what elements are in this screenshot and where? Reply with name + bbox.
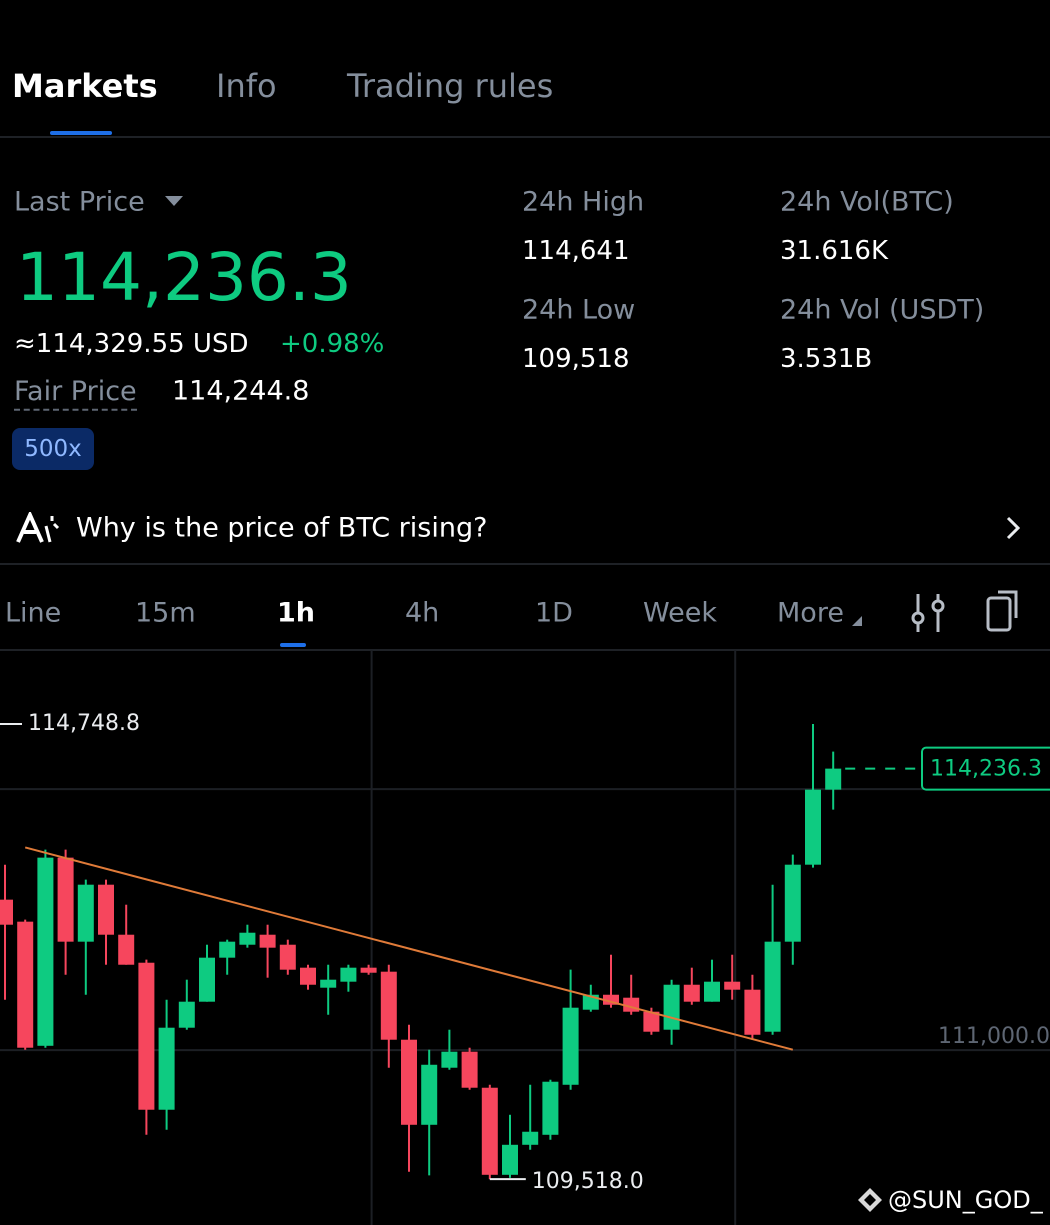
candle-body <box>199 957 215 1002</box>
fair-price-label[interactable]: Fair Price <box>14 378 137 411</box>
candle-body <box>784 864 801 942</box>
candle-body <box>0 899 13 925</box>
min-label: 109,518.0 <box>532 1169 644 1194</box>
candle-body <box>805 789 821 865</box>
candle-body <box>17 921 34 1048</box>
candle-body <box>704 981 720 1002</box>
candle-body <box>118 934 135 965</box>
tab[interactable]: Trading rules <box>347 67 554 105</box>
candle-body <box>562 1007 579 1085</box>
candle-body <box>542 1081 559 1135</box>
candle-body <box>643 1011 660 1032</box>
last-price: 114,236.3 <box>16 239 352 316</box>
candle-body <box>744 989 761 1035</box>
stat-value: 3.531B <box>780 344 873 374</box>
candle-body <box>300 967 316 985</box>
last-price-label: 114,236.3 <box>930 757 1042 782</box>
candle-body <box>259 934 276 948</box>
candle-body <box>178 1001 195 1028</box>
more-icon[interactable] <box>850 614 864 628</box>
candlestick-chart: 111,000.0 114,748.8 109,518.0 114,236.3 <box>0 650 1050 1225</box>
candle-body <box>724 981 741 990</box>
candle-body <box>57 857 74 942</box>
y-tick-label: 111,000.0 <box>938 1024 1050 1049</box>
candle-body <box>663 984 680 1030</box>
candle-body <box>380 971 397 1040</box>
candle-body <box>522 1131 539 1145</box>
tab[interactable]: Markets <box>12 67 158 105</box>
watermark: @SUN_GOD_ <box>888 1186 1043 1214</box>
last-price-box <box>921 746 1050 791</box>
candle-body <box>360 967 377 973</box>
candle-body <box>279 944 296 970</box>
leverage-badge: 500x <box>12 428 94 470</box>
interval-tab[interactable]: 1D <box>535 597 573 629</box>
candle-body <box>461 1051 478 1088</box>
indicator-icon[interactable] <box>910 592 946 634</box>
interval-tab[interactable]: Line <box>5 597 62 629</box>
divider <box>0 649 1050 651</box>
last-price-label[interactable]: Last Price <box>14 186 145 218</box>
candle-body <box>764 941 781 1032</box>
stat-label: 24h High <box>522 186 645 218</box>
divider <box>0 136 1050 138</box>
candle-body <box>683 984 700 1002</box>
stat-value: 109,518 <box>522 344 630 374</box>
dropdown-icon[interactable] <box>164 194 184 208</box>
candle-body <box>825 768 842 790</box>
candle-body <box>98 884 114 935</box>
interval-tab[interactable]: Week <box>643 597 717 629</box>
candle-body <box>158 1027 175 1110</box>
candle-body <box>37 857 54 1046</box>
candle-body <box>320 979 337 988</box>
candle-body <box>421 1064 438 1125</box>
tab-indicator <box>50 131 112 135</box>
chevron-icon[interactable] <box>1005 516 1021 540</box>
stat-label: 24h Low <box>522 294 636 326</box>
interval-indicator <box>280 643 306 647</box>
candle-body <box>481 1087 498 1175</box>
logo-icon <box>858 1188 882 1212</box>
price-change: +0.98% <box>280 329 385 359</box>
stat-label: 24h Vol(BTC) <box>780 186 954 218</box>
candle-body <box>239 932 256 945</box>
candle-body <box>603 994 619 1005</box>
interval-tab[interactable]: More <box>777 597 844 629</box>
stat-value: 114,641 <box>522 236 630 266</box>
trendline <box>24 846 794 1051</box>
divider <box>0 563 1050 565</box>
interval-tab[interactable]: 15m <box>135 597 196 629</box>
candle-body <box>340 967 357 982</box>
candle-body <box>502 1144 518 1175</box>
max-label: 114,748.8 <box>28 711 140 736</box>
stat-value: 31.616K <box>780 236 889 266</box>
candle-body <box>219 941 236 958</box>
layout-icon[interactable] <box>984 588 1024 634</box>
tab[interactable]: Info <box>216 67 277 105</box>
usd-price: ≈114,329.55 USD <box>14 329 249 359</box>
candle-body <box>138 962 155 1110</box>
ai-icon <box>16 512 60 543</box>
interval-tab[interactable]: 4h <box>405 597 440 629</box>
candle-body <box>441 1051 458 1068</box>
stat-label: 24h Vol (USDT) <box>780 294 985 326</box>
interval-tab[interactable]: 1h <box>277 597 316 629</box>
fair-price: 114,244.8 <box>172 375 310 407</box>
banner-text[interactable]: Why is the price of BTC rising? <box>76 512 488 544</box>
candle-body <box>401 1039 417 1125</box>
candle-body <box>77 884 94 942</box>
